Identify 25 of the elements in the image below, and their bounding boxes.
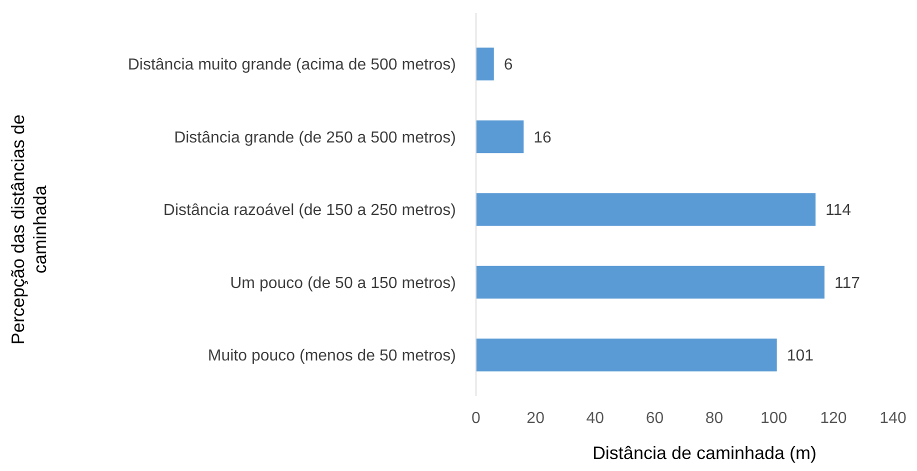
- bar: [476, 266, 824, 299]
- x-tick-label: 100: [760, 410, 788, 427]
- y-tick-label: Distância muito grande (acima de 500 metros): [128, 56, 456, 74]
- data-label: 101: [786, 348, 814, 365]
- x-tick-label: 120: [820, 410, 847, 427]
- data-label: 114: [826, 202, 852, 220]
- x-axis-title: Distância de caminhada (m): [592, 443, 817, 463]
- bar: [476, 48, 494, 80]
- data-label: 117: [834, 274, 860, 292]
- y-tick-label: Muito pouco (menos de 50 metros): [208, 348, 456, 365]
- x-tick-label: 140: [880, 410, 906, 427]
- y-tick-label: Um pouco (de 50 a 150 metros): [230, 274, 456, 292]
- bar: [476, 338, 777, 372]
- bar: [476, 120, 524, 154]
- x-tick-label: 20: [526, 410, 545, 427]
- x-tick-label: 40: [586, 410, 604, 427]
- x-tick-label: 60: [646, 410, 664, 427]
- y-axis-title: Percepção das distâncias de caminhada: [8, 114, 50, 345]
- y-tick-label: Distância grande (de 250 a 500 metros): [174, 129, 456, 146]
- y-tick-label: Distância razoável (de 150 a 250 metros): [163, 202, 456, 220]
- data-label: 6: [504, 56, 513, 74]
- bar: [476, 193, 816, 226]
- x-tick-label: 80: [705, 410, 724, 427]
- x-tick-label: 0: [472, 410, 481, 427]
- data-label: 16: [534, 129, 552, 146]
